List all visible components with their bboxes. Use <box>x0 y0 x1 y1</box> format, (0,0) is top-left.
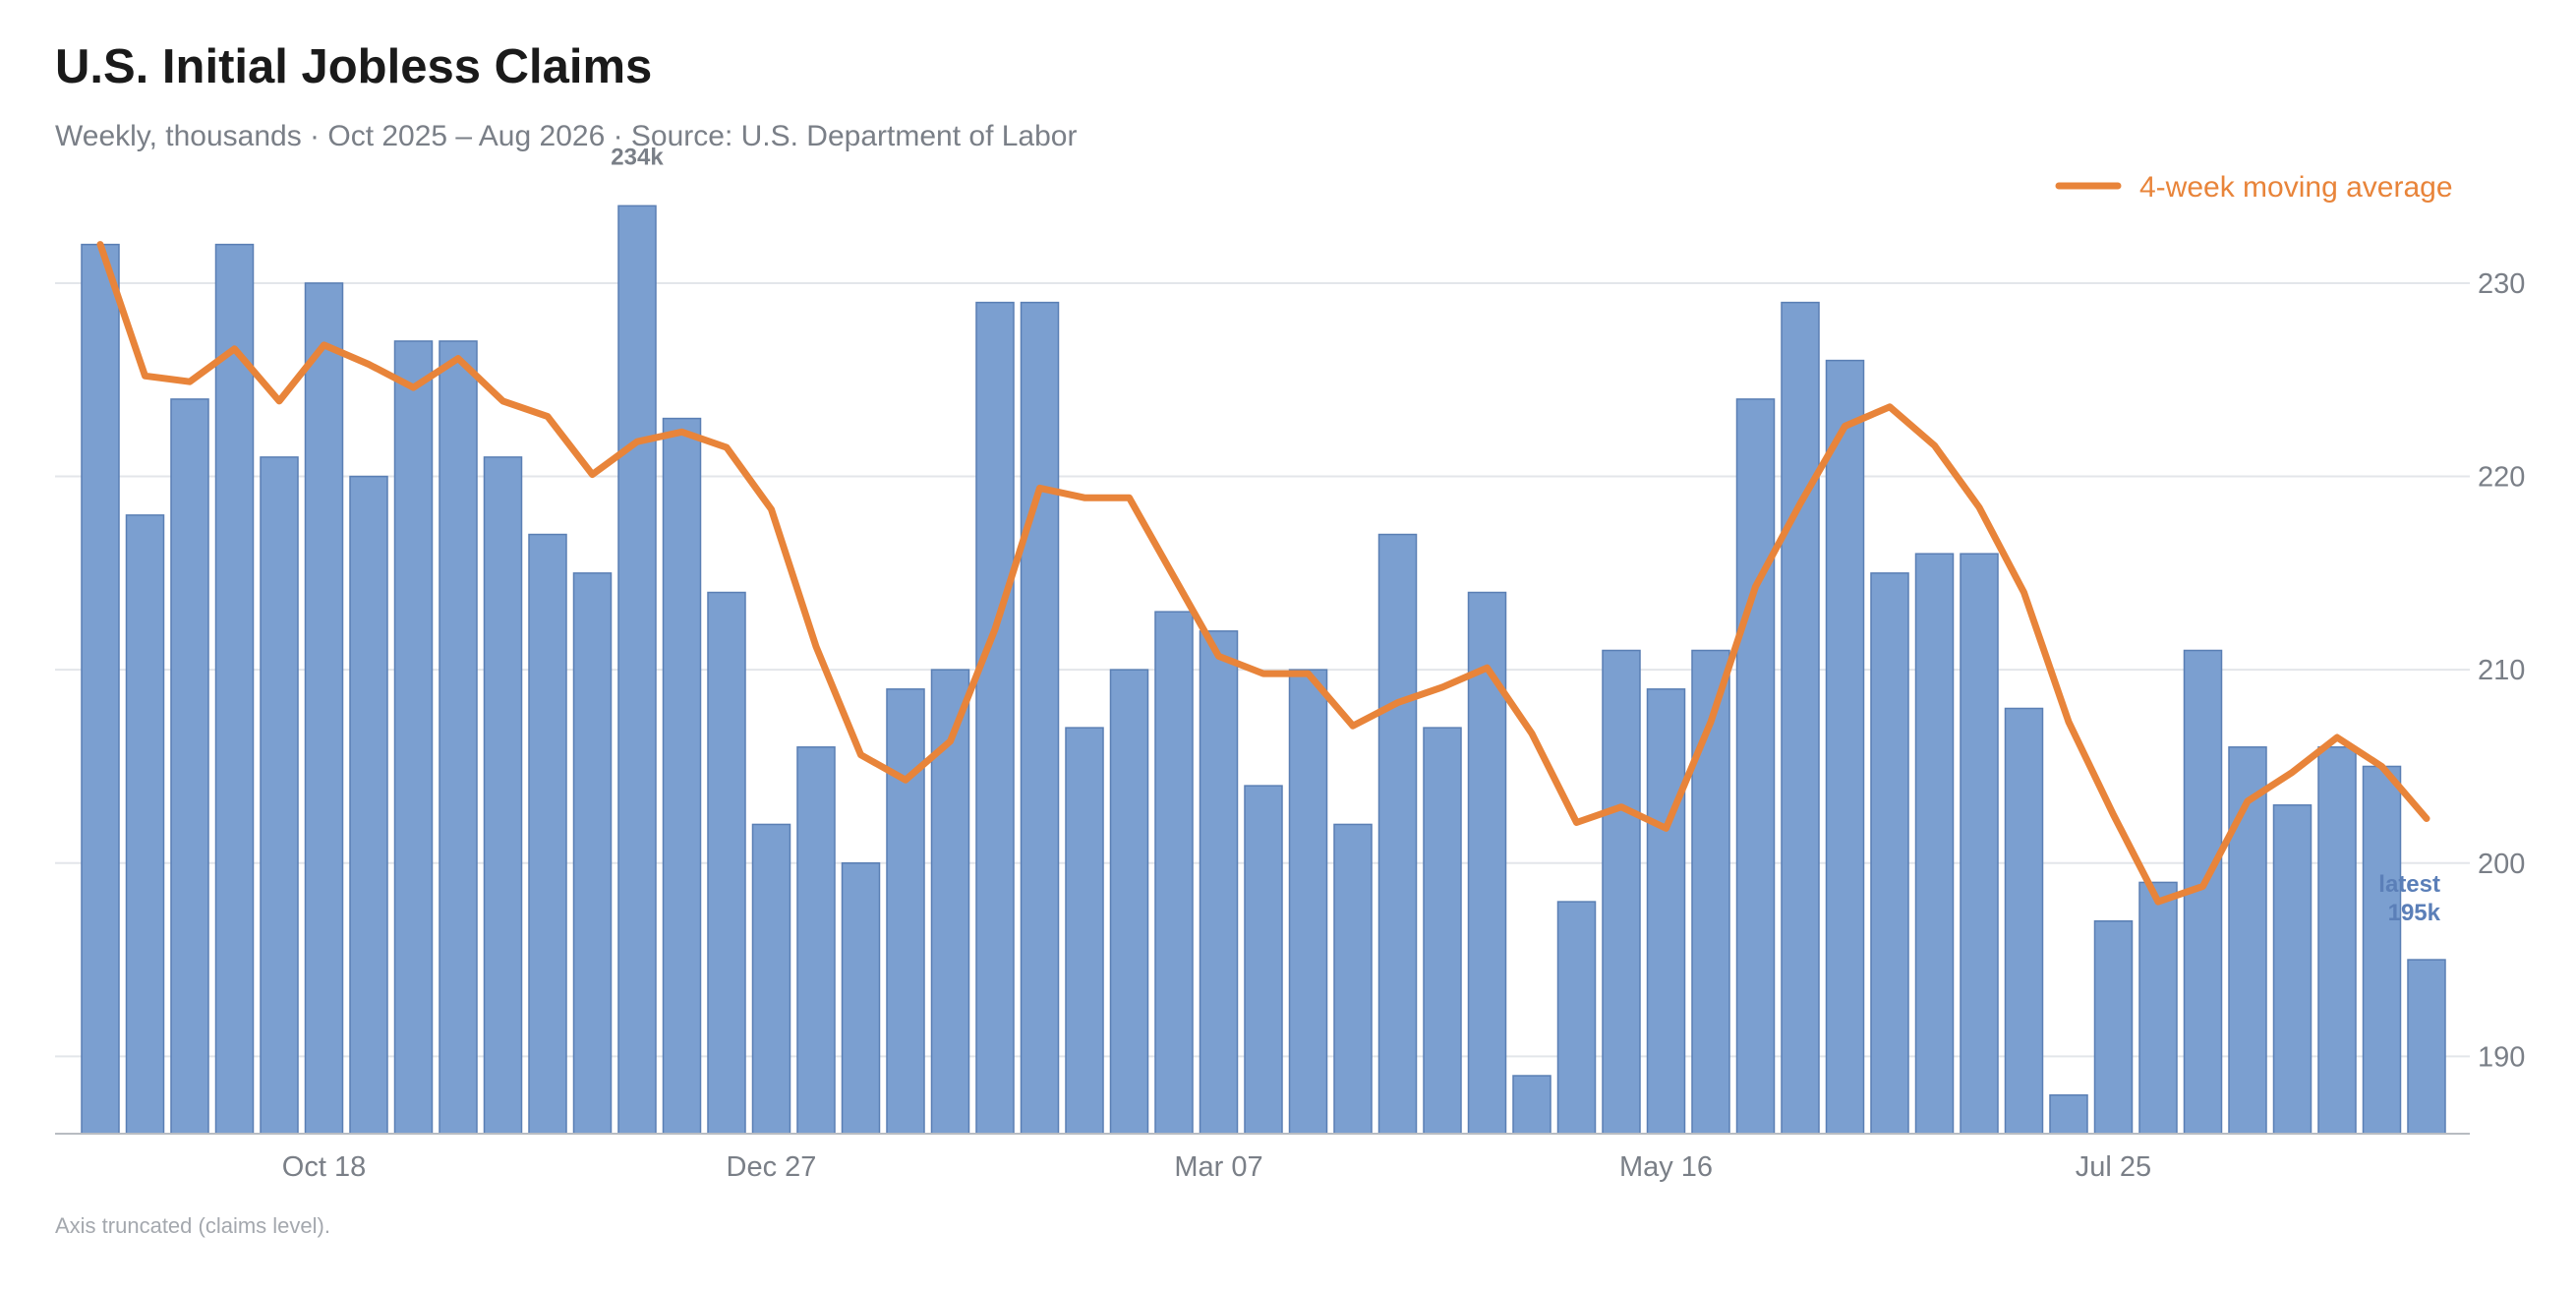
bar <box>483 456 523 1135</box>
bar <box>2407 959 2446 1135</box>
bar <box>1646 688 1686 1135</box>
bar <box>1154 611 1194 1135</box>
bars <box>81 205 2446 1135</box>
footnote: Axis truncated (claims level). <box>55 1213 330 1238</box>
latest-value-label: 195k <box>2388 900 2441 926</box>
bar <box>751 823 791 1135</box>
moving-average-series <box>96 241 2430 906</box>
x-tick-label: May 16 <box>1619 1151 1713 1183</box>
axes: 190 200 210 220 230 Oct 18 Dec 27 Mar 07 May 16 J… <box>55 268 2525 1183</box>
bar <box>930 669 970 1135</box>
bar <box>1512 1075 1551 1135</box>
bar <box>2228 746 2267 1135</box>
y-tick-label: 200 <box>2478 849 2525 880</box>
bar <box>170 398 209 1135</box>
bar <box>2362 765 2402 1135</box>
y-tick-label: 190 <box>2478 1041 2525 1073</box>
peak-label: 234k <box>611 144 664 170</box>
bar <box>2004 707 2044 1135</box>
bar <box>1960 553 1999 1135</box>
bar <box>439 340 478 1135</box>
y-tick-label: 230 <box>2478 268 2525 300</box>
bar <box>349 475 388 1135</box>
bar <box>528 533 567 1135</box>
x-tick-label: Jul 25 <box>2076 1151 2151 1183</box>
bar <box>1870 572 1909 1135</box>
bar <box>1556 901 1597 1135</box>
bar <box>707 591 746 1135</box>
bar <box>841 862 881 1135</box>
bar <box>393 340 434 1135</box>
bar <box>1914 553 1955 1135</box>
x-tick-label: Mar 07 <box>1174 1151 1262 1183</box>
bar <box>886 688 925 1135</box>
chart-title: U.S. Initial Jobless Claims <box>55 40 653 93</box>
bar <box>1602 649 1641 1135</box>
x-tick-label: Oct 18 <box>282 1151 366 1183</box>
bar <box>2049 1093 2088 1135</box>
moving-average-line <box>96 241 2430 906</box>
bar <box>662 417 702 1135</box>
legend-label: 4-week moving average <box>2139 171 2453 204</box>
bar <box>572 572 613 1135</box>
bar <box>1065 727 1104 1135</box>
bar <box>1825 359 1865 1135</box>
bar <box>1244 785 1283 1135</box>
chart-subtitle: Weekly, thousands · Oct 2025 – Aug 2026 … <box>55 120 1078 152</box>
latest-label: latest <box>2378 871 2440 898</box>
bar <box>125 514 165 1135</box>
bar <box>1423 727 1462 1135</box>
y-tick-label: 210 <box>2478 655 2525 686</box>
bar <box>975 301 1015 1135</box>
bar <box>304 282 344 1135</box>
bar <box>617 205 657 1135</box>
bar <box>2093 919 2134 1135</box>
bar <box>1288 669 1328 1135</box>
bar <box>1333 823 1373 1135</box>
bar <box>1199 630 1239 1135</box>
bar <box>214 243 255 1135</box>
bar <box>1691 649 1730 1135</box>
y-tick-label: 220 <box>2478 462 2525 494</box>
bar <box>1377 533 1418 1135</box>
bar <box>2138 881 2178 1135</box>
bar <box>81 243 120 1135</box>
x-tick-label: Dec 27 <box>727 1151 817 1183</box>
bar <box>796 746 836 1135</box>
bar <box>1735 398 1776 1135</box>
bar <box>1109 669 1149 1135</box>
bar <box>1781 301 1820 1135</box>
bar <box>2272 804 2313 1135</box>
bar <box>1020 301 1060 1135</box>
bar <box>2317 746 2357 1135</box>
legend: 4-week moving average <box>2055 171 2453 204</box>
bar <box>260 456 299 1135</box>
